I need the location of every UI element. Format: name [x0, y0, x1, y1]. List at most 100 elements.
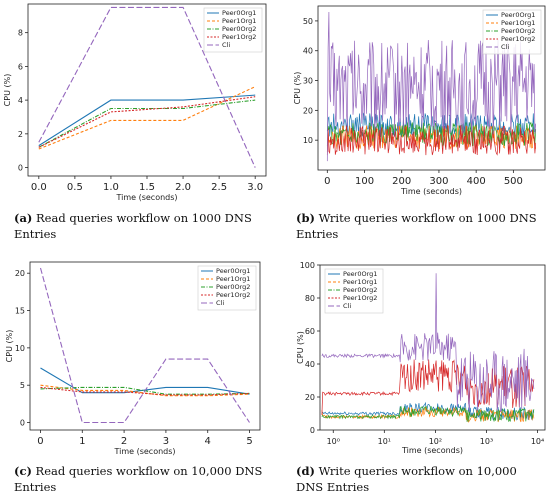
series-cli-c	[39, 267, 250, 424]
y-tick-label-c: 15	[15, 307, 25, 316]
y-tick-label-a: 6	[18, 62, 23, 71]
series-peer1org1-a	[38, 86, 256, 150]
x-tick-label-a: 1.0	[103, 182, 119, 193]
legend-label-peer1org2: Peer1Org2	[501, 35, 535, 43]
x-tick-label-d: 10⁰	[327, 437, 340, 446]
legend-label-peer0org1: Peer0Org1	[501, 11, 535, 19]
y-tick-label-c: 0	[20, 419, 25, 428]
x-tick-label-c: 2	[121, 436, 127, 447]
x-tick-label-a: 1.5	[139, 182, 155, 193]
y-tick-label-d: 60	[305, 327, 315, 336]
y-tick-label-b: 10	[303, 136, 313, 145]
x-tick-label-b: 300	[429, 176, 448, 187]
legend-label-peer0org1: Peer0Org1	[216, 267, 250, 275]
chart-c: 0 1 2 3 4 5 0 5 10 15 20 Time (seconds) CPU (%) Peer0…	[5, 261, 261, 456]
y-tick-label-b: 30	[303, 77, 313, 86]
legend-label-peer1org1: Peer1Org1	[343, 278, 377, 286]
series-peer1org1-c	[40, 384, 250, 397]
caption-d: (d) Write queries workflow on 10,000 DNS…	[296, 464, 517, 494]
y-tick-label-b: 50	[303, 17, 313, 26]
legend-label-peer1org1: Peer1Org1	[222, 17, 256, 25]
y-axis-label-c: CPU (%)	[5, 330, 14, 363]
series-cli-b	[326, 11, 537, 162]
plot-frame-d	[319, 264, 546, 431]
y-tick-label-c: 20	[15, 269, 25, 278]
chart-d: 10⁰ 10¹ 10² 10³ 10⁴ 0 20 40 60 80 100 Time (seconds…	[296, 261, 546, 455]
series-peer1org2-a	[38, 96, 256, 148]
y-tick-label-b: 20	[303, 106, 313, 115]
legend-label-cli: Cli	[216, 299, 224, 307]
x-axis-label-b: Time (seconds)	[400, 187, 462, 196]
y-tick-label-c: 10	[15, 344, 25, 353]
legend-box-d	[324, 268, 384, 314]
y-axis-label-b: CPU (%)	[293, 72, 302, 105]
series-peer0org2-d	[321, 405, 535, 423]
legend-label-peer0org2: Peer0Org2	[222, 25, 256, 33]
legend-label-peer1org1: Peer1Org1	[216, 275, 250, 283]
y-tick-label-b: 40	[303, 47, 313, 56]
y-tick-label-a: 0	[18, 164, 23, 173]
x-tick-label-d: 10³	[480, 437, 493, 446]
y-tick-label-d: 40	[305, 360, 315, 369]
legend-label-peer0org2: Peer0Org2	[216, 283, 250, 291]
x-tick-label-c: 1	[79, 436, 85, 447]
y-tick-label-d: 80	[305, 294, 315, 303]
legend-box-a	[203, 7, 263, 53]
legend-box-b	[482, 9, 542, 55]
legend-label-peer1org2: Peer1Org2	[216, 291, 250, 299]
x-tick-label-c: 5	[246, 436, 252, 447]
x-axis-label-c: Time (seconds)	[113, 447, 175, 456]
legend-label-peer0org1: Peer0Org1	[222, 9, 256, 17]
plot-frame-b	[317, 5, 546, 171]
plot-frame-c	[29, 261, 261, 431]
x-axis-label-d: Time (seconds)	[401, 446, 463, 455]
legend-label-peer1org2: Peer1Org2	[343, 294, 377, 302]
legend-label-cli: Cli	[501, 43, 509, 51]
y-tick-label-d: 100	[300, 261, 315, 270]
series-peer0org2-a	[38, 99, 256, 148]
x-tick-label-d: 10¹	[378, 437, 391, 446]
chart-b: 0 100 200 300 400 500 10 20 30 40 50 Time (seconds)…	[293, 5, 546, 196]
y-tick-label-a: 8	[18, 29, 23, 38]
x-tick-label-b: 100	[355, 176, 374, 187]
series-peer1org2-c	[40, 386, 250, 396]
legend-box-c	[197, 265, 257, 311]
legend-label-peer0org2: Peer0Org2	[343, 286, 377, 294]
y-tick-label-a: 4	[18, 96, 23, 105]
legend-label-cli: Cli	[343, 302, 351, 310]
y-tick-label-c: 5	[20, 381, 25, 390]
series-peer1org2-b	[326, 124, 537, 156]
legend-label-peer0org2: Peer0Org2	[501, 27, 535, 35]
x-tick-label-a: 2.5	[211, 182, 227, 193]
series-cli-a	[38, 6, 256, 168]
x-tick-label-a: 2.0	[175, 182, 191, 193]
legend-label-cli: Cli	[222, 41, 230, 49]
x-tick-label-b: 0	[324, 176, 330, 187]
series-cli-d	[321, 273, 535, 413]
caption-c: (c) Read queries workflow on 10,000 DNS …	[14, 464, 263, 494]
legend-label-peer1org1: Peer1Org1	[501, 19, 535, 27]
x-tick-label-c: 3	[163, 436, 169, 447]
caption-a: (a) Read queries workflow on 1000 DNS En…	[14, 211, 252, 241]
x-tick-label-d: 10⁴	[531, 437, 544, 446]
y-tick-label-d: 0	[310, 426, 315, 435]
series-peer0org2-b	[326, 121, 537, 148]
x-tick-label-d: 10²	[429, 437, 442, 446]
x-axis-label-a: Time (seconds)	[115, 193, 177, 202]
y-axis-label-a: CPU (%)	[3, 74, 12, 107]
y-tick-label-d: 20	[305, 393, 315, 402]
x-tick-label-c: 4	[205, 436, 211, 447]
chart-a: 0.0 0.5 1.0 1.5 2.0 2.5 3.0 0 2 4 6 8 Time (seconds)…	[3, 3, 267, 202]
caption-b: (b) Write queries workflow on 1000 DNS E…	[296, 211, 537, 241]
x-tick-label-c: 0	[37, 436, 43, 447]
legend-label-peer1org2: Peer1Org2	[222, 33, 256, 41]
y-tick-label-a: 2	[18, 130, 23, 139]
x-tick-label-b: 400	[467, 176, 486, 187]
series-peer0org1-a	[38, 94, 256, 147]
y-axis-label-d: CPU (%)	[296, 331, 305, 364]
